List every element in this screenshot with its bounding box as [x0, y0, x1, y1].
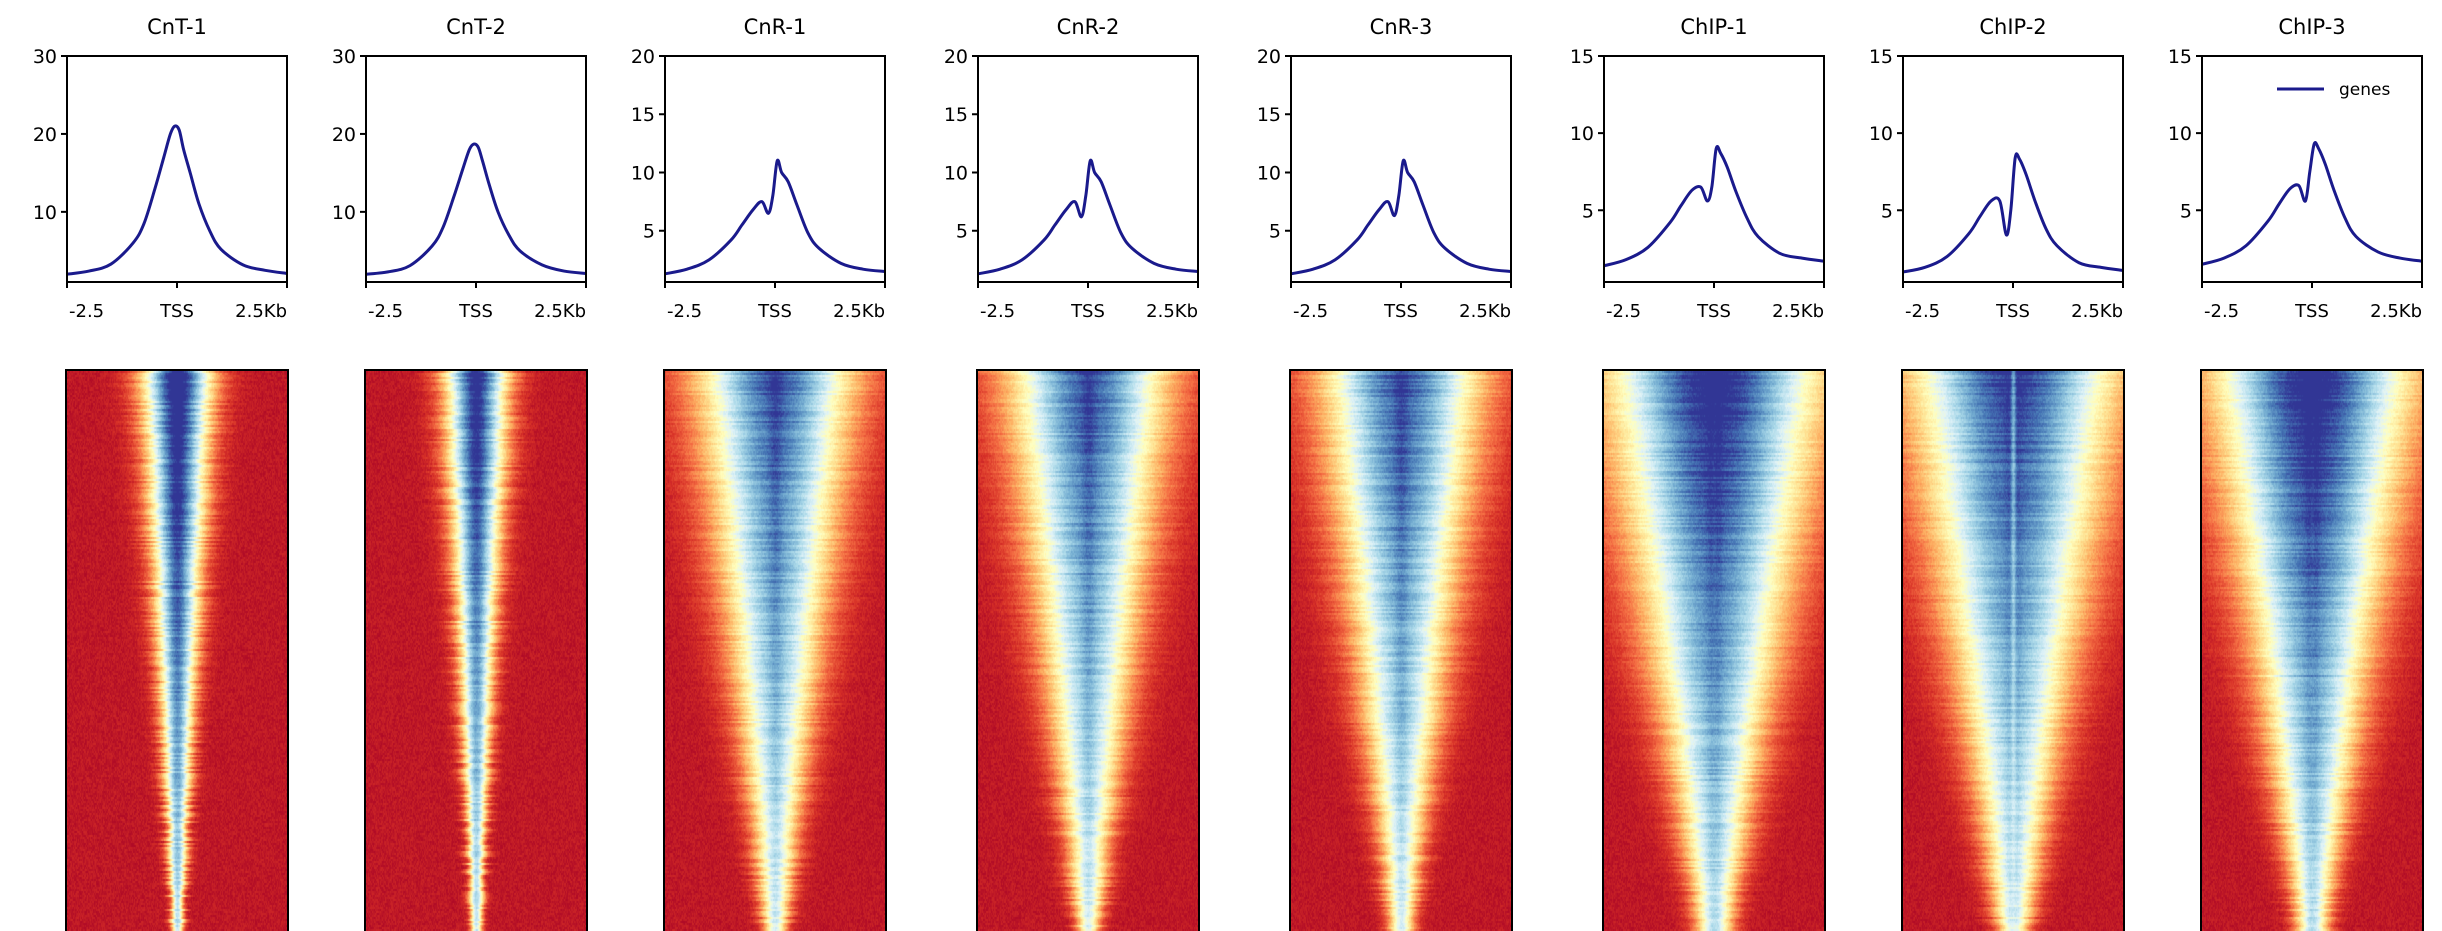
y-tick-label: 15 [944, 104, 968, 126]
y-tick-label: 10 [1257, 162, 1281, 184]
heatmap-chip-1 [1602, 369, 1826, 931]
profile-panel: ChIP-2 5 10 15 -2.5 TSS 2.5Kb [1869, 15, 2124, 322]
panel-title: CnR-2 [1057, 15, 1120, 39]
heatmap-chip-3 [2200, 369, 2424, 931]
profile-line-genes [365, 142, 587, 276]
y-tick-label: 10 [944, 162, 968, 184]
x-tick-label: 2.5Kb [833, 301, 885, 322]
profile-panel: CnR-2 5 10 15 20 -2.5 TSS 2.5Kb [944, 15, 1199, 322]
y-tick-label: 20 [33, 124, 57, 146]
y-tick-label: 10 [2168, 123, 2192, 145]
heatmap-canvas [1903, 371, 2123, 931]
heatmap-canvas [1291, 371, 1511, 931]
y-tick-label: 20 [332, 124, 356, 146]
y-tick-label: 30 [33, 46, 57, 68]
x-tick-label: -2.5 [1293, 301, 1328, 322]
y-tick-label: 10 [33, 202, 57, 224]
y-tick-label: 15 [2168, 46, 2192, 68]
heatmap-canvas [366, 371, 586, 931]
profile-line-genes [1603, 144, 1825, 268]
profile-line-genes [977, 158, 1199, 276]
x-tick-label: TSS [159, 301, 194, 322]
heatmap-canvas [1604, 371, 1824, 931]
profile-panel: CnT-1 10 20 30 -2.5 TSS 2.5Kb [33, 15, 288, 322]
profile-panel: ChIP-1 5 10 15 -2.5 TSS 2.5Kb [1570, 15, 1825, 322]
x-tick-label: TSS [757, 301, 792, 322]
profile-line-genes [664, 158, 886, 276]
y-tick-label: 5 [1269, 221, 1281, 243]
y-tick-label: 20 [1257, 46, 1281, 68]
x-tick-label: TSS [458, 301, 493, 322]
x-tick-label: -2.5 [69, 301, 104, 322]
profile-panel: CnT-2 10 20 30 -2.5 TSS 2.5Kb [332, 15, 587, 322]
panel-title: CnR-1 [744, 15, 807, 39]
profile-plots: CnT-1 10 20 30 -2.5 TSS 2.5Kb CnT-2 10 20 30 -2.5 TS… [33, 15, 2423, 322]
axes-frame [66, 55, 288, 283]
x-tick-label: -2.5 [1905, 301, 1940, 322]
panel-title: CnT-1 [147, 15, 207, 39]
y-tick-label: 5 [1582, 200, 1594, 222]
y-tick-label: 15 [631, 104, 655, 126]
heatmap-canvas [978, 371, 1198, 931]
y-tick-label: 10 [631, 162, 655, 184]
y-tick-label: 5 [1881, 200, 1893, 222]
y-tick-label: 15 [1257, 104, 1281, 126]
profile-line-genes [66, 124, 288, 276]
profile-panel: CnR-3 5 10 15 20 -2.5 TSS 2.5Kb [1257, 15, 1512, 322]
y-tick-label: 15 [1869, 46, 1893, 68]
y-tick-label: 15 [1570, 46, 1594, 68]
x-tick-label: 2.5Kb [235, 301, 287, 322]
heatmap-cnr-1 [663, 369, 887, 931]
y-tick-label: 30 [332, 46, 356, 68]
x-tick-label: -2.5 [667, 301, 702, 322]
heatmap-cnt-2 [364, 369, 588, 931]
x-tick-label: -2.5 [980, 301, 1015, 322]
axes-frame [365, 55, 587, 283]
heatmap-chip-2 [1901, 369, 2125, 931]
x-tick-label: 2.5Kb [1772, 301, 1824, 322]
panel-title: CnT-2 [446, 15, 506, 39]
panel-title: ChIP-3 [2278, 15, 2345, 39]
y-tick-label: 5 [2180, 200, 2192, 222]
panel-title: CnR-3 [1370, 15, 1433, 39]
profile-line-genes [1290, 158, 1512, 276]
x-tick-label: 2.5Kb [2370, 301, 2422, 322]
y-tick-label: 10 [1869, 123, 1893, 145]
panel-title: ChIP-1 [1680, 15, 1747, 39]
x-tick-label: 2.5Kb [534, 301, 586, 322]
y-tick-label: 10 [1570, 123, 1594, 145]
x-tick-label: TSS [1696, 301, 1731, 322]
x-tick-label: 2.5Kb [2071, 301, 2123, 322]
heatmap-cnr-3 [1289, 369, 1513, 931]
heatmap-cnr-2 [976, 369, 1200, 931]
heatmap-canvas [665, 371, 885, 931]
x-tick-label: TSS [1995, 301, 2030, 322]
profile-line-genes [2201, 141, 2423, 266]
profile-panel: ChIP-3 5 10 15 -2.5 TSS 2.5Kb genes [2168, 15, 2423, 322]
x-tick-label: TSS [1383, 301, 1418, 322]
heatmap-canvas [2202, 371, 2422, 931]
x-tick-label: 2.5Kb [1459, 301, 1511, 322]
y-tick-label: 20 [631, 46, 655, 68]
x-tick-label: TSS [2294, 301, 2329, 322]
legend-label: genes [2339, 80, 2390, 100]
y-tick-label: 20 [944, 46, 968, 68]
profile-line-genes [1902, 152, 2124, 274]
heatmap-canvas [67, 371, 287, 931]
y-tick-label: 5 [956, 221, 968, 243]
y-tick-label: 5 [643, 221, 655, 243]
heatmap-cnt-1 [65, 369, 289, 931]
x-tick-label: -2.5 [2204, 301, 2239, 322]
x-tick-label: TSS [1070, 301, 1105, 322]
x-tick-label: -2.5 [1606, 301, 1641, 322]
panel-title: ChIP-2 [1979, 15, 2046, 39]
y-tick-label: 10 [332, 202, 356, 224]
x-tick-label: 2.5Kb [1146, 301, 1198, 322]
x-tick-label: -2.5 [368, 301, 403, 322]
profile-panel: CnR-1 5 10 15 20 -2.5 TSS 2.5Kb [631, 15, 886, 322]
